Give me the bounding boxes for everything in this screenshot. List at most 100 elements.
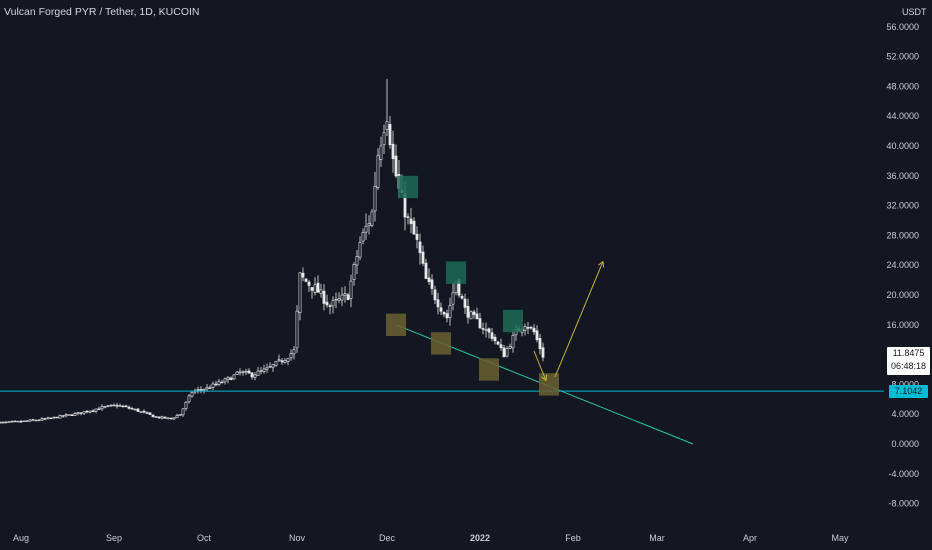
- drawings: [0, 175, 884, 445]
- candle-body: [67, 414, 71, 416]
- candle-body: [538, 338, 542, 350]
- candle-body: [493, 336, 497, 342]
- candle-body: [430, 279, 434, 289]
- currency-label: USDT: [902, 7, 927, 17]
- candle-body: [121, 405, 125, 408]
- candle-body: [58, 415, 62, 419]
- candle-body: [427, 277, 431, 282]
- candle-body: [259, 370, 263, 372]
- projection-arrow-line: [533, 350, 547, 381]
- candle-body: [100, 406, 104, 410]
- candle-body: [205, 387, 209, 390]
- x-tick-label: Mar: [649, 533, 665, 543]
- y-tick-label: 28.0000: [886, 230, 919, 240]
- candle-body: [106, 405, 110, 407]
- candle-body: [334, 298, 338, 301]
- candle-body: [22, 420, 26, 422]
- candle-body: [466, 305, 470, 318]
- candle-body: [160, 416, 164, 419]
- support-box: [386, 313, 406, 336]
- support-box: [431, 332, 451, 355]
- candle-body: [223, 378, 227, 383]
- candle-body: [442, 311, 446, 315]
- candle-body: [163, 416, 167, 419]
- candle-body: [127, 406, 131, 409]
- candle-body: [88, 410, 92, 413]
- candle-body: [184, 401, 188, 409]
- candle-body: [133, 408, 137, 411]
- x-tick-label: Apr: [743, 533, 757, 543]
- candle-body: [319, 289, 323, 294]
- y-tick-label: 44.0000: [886, 111, 919, 121]
- candle-body: [424, 262, 428, 279]
- candle-body: [421, 251, 425, 264]
- candle-body: [208, 387, 212, 389]
- candle-body: [445, 313, 449, 319]
- candle-body: [13, 420, 17, 423]
- candle-body: [289, 353, 293, 359]
- candle-body: [148, 412, 152, 415]
- candle-body: [4, 421, 8, 424]
- candle-body: [376, 155, 380, 188]
- candle-body: [94, 408, 98, 412]
- candle-body: [328, 305, 332, 307]
- projection-arrow-head: [545, 374, 548, 381]
- last-price-value: 11.8475: [892, 348, 925, 358]
- candle-body: [0, 422, 2, 424]
- candle-body: [46, 417, 50, 420]
- candle-body: [535, 330, 539, 341]
- support-box: [479, 358, 499, 381]
- candle-body: [157, 416, 161, 419]
- candle-body: [82, 411, 86, 414]
- candle-body: [91, 410, 95, 412]
- candle-body: [232, 374, 236, 380]
- candle-body: [70, 414, 74, 417]
- candle-body: [499, 344, 503, 349]
- candle-body: [31, 419, 35, 421]
- x-tick-label: Feb: [565, 533, 581, 543]
- candle-body: [130, 408, 134, 410]
- candle-body: [109, 404, 113, 407]
- candle-body: [64, 414, 68, 417]
- candle-body: [172, 417, 176, 420]
- candle-body: [511, 335, 515, 349]
- support-box: [539, 373, 559, 396]
- candle-body: [358, 242, 362, 258]
- candle-body: [196, 389, 200, 391]
- candle-body: [286, 358, 290, 362]
- candle-body: [241, 371, 245, 373]
- resistance-box: [503, 309, 523, 333]
- y-tick-label: 0.0000: [891, 439, 919, 449]
- projection-arrow-head: [541, 376, 547, 382]
- candle-body: [265, 367, 269, 370]
- y-tick-label: -8.0000: [888, 499, 919, 509]
- y-tick-label: 52.0000: [886, 52, 919, 62]
- candle-body: [112, 404, 116, 407]
- candle-body: [79, 412, 83, 414]
- candle-body: [247, 370, 251, 374]
- candle-body: [370, 211, 374, 226]
- candle-body: [355, 256, 359, 266]
- candle-body: [10, 421, 14, 423]
- y-tick-label: 8.0000: [891, 379, 919, 389]
- candle-body: [118, 405, 122, 407]
- y-tick-label: -4.0000: [888, 469, 919, 479]
- candle-body: [52, 416, 56, 419]
- projection-arrow-line: [554, 261, 604, 378]
- candle-body: [532, 327, 536, 333]
- candle-body: [220, 381, 224, 384]
- candle-body: [61, 415, 65, 417]
- candle-body: [364, 225, 368, 233]
- candle-body: [412, 220, 416, 235]
- candle-body: [415, 233, 419, 240]
- y-tick-label: 40.0000: [886, 141, 919, 151]
- time-axis: Aug Sep Oct Nov Dec 2022 Feb Mar Apr May: [13, 533, 849, 543]
- price-axis: 56.0000 52.0000 48.0000 44.0000 40.0000 36.00…: [886, 22, 919, 509]
- candle-body: [541, 347, 545, 358]
- candle-body: [463, 298, 467, 308]
- projection-arrow-head: [602, 261, 605, 268]
- candle-body: [385, 121, 389, 130]
- candle-body: [139, 411, 143, 413]
- candle-body: [226, 377, 230, 380]
